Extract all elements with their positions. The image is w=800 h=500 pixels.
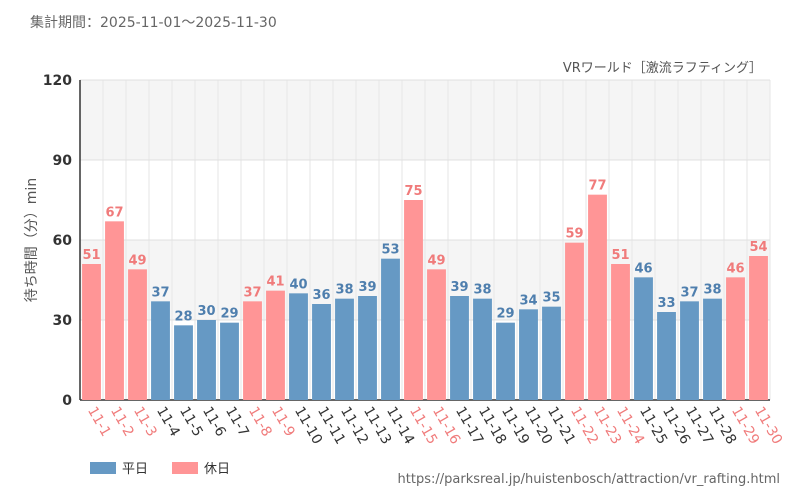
value-label-11-9: 41	[266, 275, 284, 290]
value-label-11-2: 67	[105, 205, 123, 220]
legend-item-weekday: 平日	[90, 458, 148, 477]
period-label: 集計期間：2025-11-01～2025-11-30	[30, 15, 277, 31]
bar-11-27	[680, 301, 699, 400]
y-tick-label: 60	[53, 233, 73, 249]
value-label-11-13: 39	[358, 280, 376, 295]
bar-11-5	[174, 325, 193, 400]
y-axis-label: 待ち時間（分）min	[24, 178, 40, 302]
legend: 平日 休日	[90, 458, 230, 477]
y-tick-label: 90	[53, 153, 73, 169]
chart-title: VRワールド［激流ラフティング］	[563, 61, 762, 76]
value-label-11-30: 54	[749, 240, 767, 255]
bar-11-1	[82, 264, 101, 400]
bar-11-8	[243, 301, 262, 400]
bar-11-21	[542, 306, 561, 400]
value-label-11-10: 40	[289, 277, 307, 292]
legend-label-holiday: 休日	[204, 462, 231, 477]
value-label-11-19: 29	[496, 307, 514, 322]
bar-11-20	[519, 309, 538, 400]
value-label-11-28: 38	[703, 283, 721, 298]
source-url: https://parksreal.jp/huistenbosch/attrac…	[397, 472, 780, 487]
x-tick-label-11-3: 11-3	[130, 404, 160, 440]
bar-11-15	[404, 200, 423, 400]
y-tick-label: 120	[43, 73, 72, 89]
bar-11-6	[197, 320, 216, 400]
bar-11-7	[220, 322, 239, 400]
legend-label-weekday: 平日	[122, 462, 149, 477]
value-label-11-29: 46	[726, 261, 744, 276]
y-tick-label: 0	[62, 393, 72, 409]
value-label-11-27: 37	[680, 285, 698, 300]
value-label-11-12: 38	[335, 283, 353, 298]
bar-11-22	[565, 242, 584, 400]
value-label-11-17: 39	[450, 280, 468, 295]
x-tick-label-11-2: 11-2	[107, 404, 137, 440]
value-label-11-18: 38	[473, 283, 491, 298]
bar-11-9	[266, 290, 285, 400]
value-label-11-11: 36	[312, 288, 330, 303]
x-tick-label-11-6: 11-6	[199, 404, 229, 440]
bar-11-24	[611, 264, 630, 400]
bar-11-10	[289, 293, 308, 400]
bar-11-4	[151, 301, 170, 400]
wait-time-bar-chart: 0 30 60 90 120 VRワールド［激流ラフティング］ 待ち時間（分）min 51 11…	[24, 61, 785, 447]
legend-swatch-weekday	[90, 461, 116, 474]
value-label-11-20: 34	[519, 293, 537, 308]
value-label-11-8: 37	[243, 285, 261, 300]
legend-swatch-holiday	[172, 461, 199, 474]
value-label-11-22: 59	[565, 227, 583, 242]
bar-11-18	[473, 298, 492, 400]
bar-11-23	[588, 194, 607, 400]
value-label-11-25: 46	[634, 261, 652, 276]
bar-11-14	[381, 258, 400, 400]
bar-11-30	[749, 256, 768, 400]
value-label-11-6: 30	[197, 304, 215, 319]
x-tick-label-11-5: 11-5	[176, 404, 206, 440]
value-label-11-4: 37	[151, 285, 169, 300]
y-tick-label: 30	[53, 313, 73, 329]
value-label-11-1: 51	[82, 248, 100, 263]
value-label-11-21: 35	[542, 291, 560, 306]
bar-11-3	[128, 269, 147, 400]
bar-11-28	[703, 298, 722, 400]
bar-11-26	[657, 312, 676, 400]
bar-11-13	[358, 296, 377, 400]
legend-item-holiday: 休日	[172, 458, 230, 477]
value-label-11-16: 49	[427, 253, 445, 268]
bar-11-16	[427, 269, 446, 400]
x-tick-label-11-9: 11-9	[268, 404, 298, 440]
value-label-11-3: 49	[128, 253, 146, 268]
bar-11-19	[496, 322, 515, 400]
bar-11-25	[634, 277, 653, 400]
value-label-11-7: 29	[220, 307, 238, 322]
value-label-11-14: 53	[381, 243, 399, 258]
value-label-11-24: 51	[611, 248, 629, 263]
value-label-11-5: 28	[174, 309, 192, 324]
x-tick-label-11-1: 11-1	[84, 404, 114, 440]
value-label-11-15: 75	[404, 184, 422, 199]
x-tick-label-11-8: 11-8	[245, 404, 275, 440]
bar-11-11	[312, 304, 331, 400]
value-label-11-26: 33	[657, 296, 675, 311]
bar-11-17	[450, 296, 469, 400]
bar-11-12	[335, 298, 354, 400]
bar-11-29	[726, 277, 745, 400]
x-tick-label-11-7: 11-7	[222, 404, 252, 440]
x-tick-label-11-4: 11-4	[153, 404, 183, 440]
value-label-11-23: 77	[588, 179, 606, 194]
bar-11-2	[105, 221, 124, 400]
